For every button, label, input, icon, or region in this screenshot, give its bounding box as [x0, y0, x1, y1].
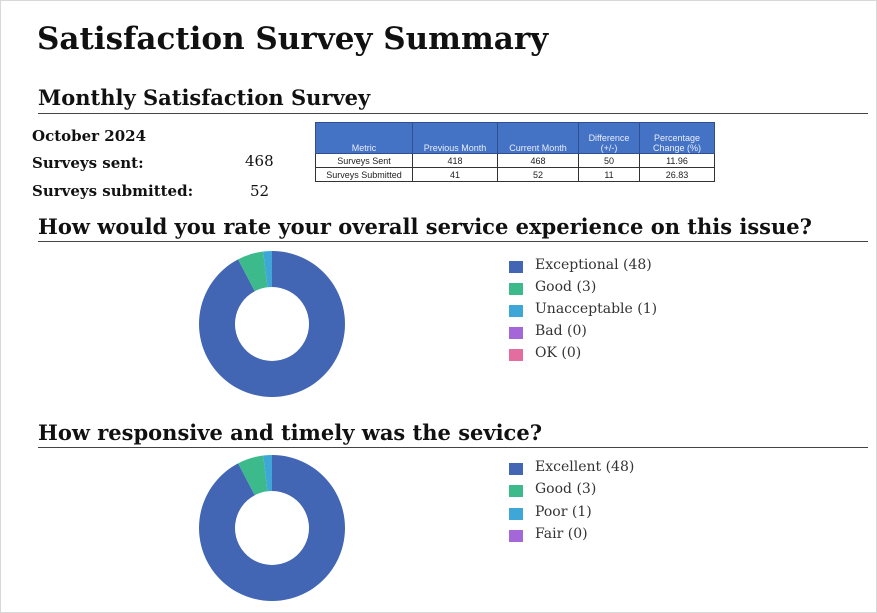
- legend-label: Unacceptable (1): [535, 301, 658, 317]
- chart-title: How would you rate your overall service …: [38, 214, 812, 239]
- donut-slice: [238, 251, 268, 292]
- table-header: Percentage Change (%): [639, 122, 715, 154]
- legend-label: Good (3): [535, 279, 597, 295]
- page-title: Satisfaction Survey Summary: [37, 21, 549, 57]
- legend-label: Exceptional (48): [535, 257, 652, 273]
- stat-label: Surveys submitted:: [32, 182, 194, 200]
- legend-swatch: [509, 283, 523, 295]
- legend-swatch: [509, 529, 523, 542]
- table-row: Surveys Sent 418 468 50 11.96: [315, 153, 715, 168]
- table-header: Current Month: [497, 122, 579, 154]
- donut-slice: [263, 251, 272, 288]
- legend-swatch: [509, 349, 523, 361]
- legend-label: Fair (0): [535, 525, 588, 542]
- table-cell: Surveys Submitted: [315, 167, 413, 182]
- rule: [38, 447, 868, 448]
- section-title: Monthly Satisfaction Survey: [38, 85, 371, 110]
- donut-slice: [198, 455, 345, 601]
- legend-label: Good (3): [535, 481, 597, 498]
- table-header: Difference (+/-): [578, 122, 640, 154]
- table-row: Surveys Submitted 41 52 11 26.83: [315, 167, 715, 182]
- donut-slice: [238, 455, 268, 496]
- table-cell: 52: [497, 167, 579, 182]
- chart-title: How responsive and timely was the sevice…: [38, 420, 543, 445]
- legend-label: OK (0): [535, 345, 582, 361]
- stat-value: 52: [250, 182, 270, 200]
- donut-slice: [199, 251, 346, 398]
- legend-swatch: [509, 327, 523, 339]
- legend-swatch: [509, 463, 523, 475]
- legend-swatch: [509, 507, 523, 520]
- legend-label: Bad (0): [535, 323, 587, 339]
- table-header: Metric: [315, 122, 413, 154]
- legend-swatch: [509, 261, 523, 273]
- legend-swatch: [509, 485, 523, 498]
- table-cell: 26.83: [639, 167, 715, 182]
- stat-value: 468: [245, 152, 274, 170]
- legend-label: Poor (1): [535, 503, 592, 520]
- table-header-row: Metric Previous Month Current Month Differe…: [315, 122, 715, 154]
- metrics-table: Metric Previous Month Current Month Differe…: [315, 122, 715, 182]
- donut-slice: [263, 455, 272, 492]
- rule: [38, 113, 868, 114]
- table-cell: 41: [412, 167, 498, 182]
- legend-swatch: [509, 305, 523, 317]
- stat-label: Surveys sent:: [32, 154, 144, 172]
- legend-label: Excellent (48): [535, 459, 635, 475]
- period: October 2024: [32, 127, 147, 145]
- rule: [38, 241, 868, 242]
